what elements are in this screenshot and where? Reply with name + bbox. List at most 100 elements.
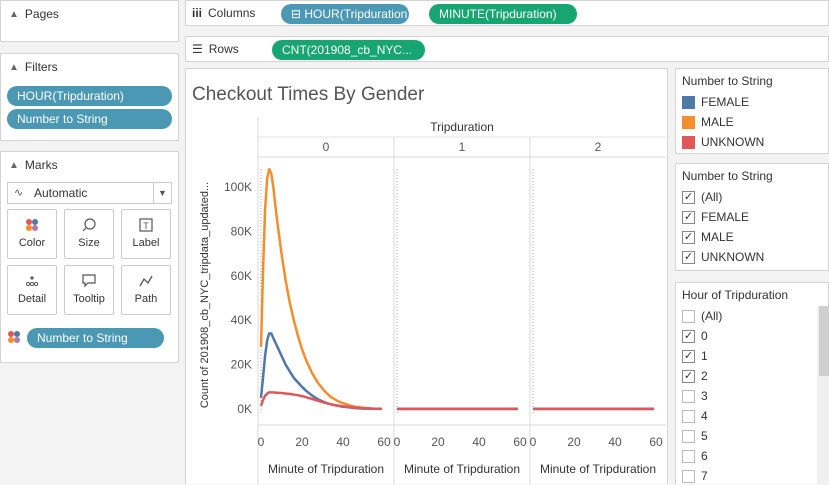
checkbox[interactable] bbox=[682, 309, 695, 323]
filter-option-label: 6 bbox=[701, 449, 708, 463]
filter-option-label: 5 bbox=[701, 429, 708, 443]
filter-option[interactable]: ✓ 2 bbox=[676, 366, 828, 386]
checkbox[interactable]: ✓ bbox=[682, 329, 695, 343]
checkbox[interactable]: ✓ bbox=[682, 230, 695, 244]
size-label: Size bbox=[78, 237, 100, 249]
checkbox[interactable] bbox=[682, 409, 695, 423]
checkbox[interactable]: ✓ bbox=[682, 190, 695, 204]
rows-icon: ☰ bbox=[192, 42, 203, 56]
column-header: Tripduration bbox=[430, 120, 494, 134]
filter-option-label: 0 bbox=[701, 329, 708, 343]
chevron-up-icon[interactable]: ▲ bbox=[9, 61, 19, 73]
size-icon bbox=[65, 218, 113, 234]
filters-header[interactable]: ▲ Filters bbox=[1, 54, 178, 80]
panel-header: 2 bbox=[595, 140, 602, 154]
hour-filter-list: (All) ✓ 0 ✓ 1 ✓ 2 3 4 5 6 7 bbox=[676, 306, 828, 484]
chevron-up-icon[interactable]: ▲ bbox=[9, 159, 19, 171]
checkbox[interactable] bbox=[682, 389, 695, 403]
checkbox[interactable]: ✓ bbox=[682, 210, 695, 224]
filter-option[interactable]: 7 bbox=[676, 466, 828, 484]
pages-header[interactable]: ▲ Pages bbox=[1, 1, 178, 27]
columns-pill-hour[interactable]: ⊟ HOUR(Tripduration) bbox=[281, 4, 411, 24]
y-tick-label: 0K bbox=[237, 402, 252, 416]
checkbox[interactable]: ✓ bbox=[682, 250, 695, 264]
gender-filter-card: Number to String ✓ (All) ✓ FEMALE ✓ MALE ✓ UNKN… bbox=[675, 163, 829, 271]
legend-title: Number to String bbox=[682, 74, 773, 88]
legend-item[interactable]: FEMALE bbox=[676, 92, 828, 112]
legend-swatch bbox=[682, 135, 695, 149]
checkbox[interactable] bbox=[682, 449, 695, 463]
chevron-down-icon[interactable]: ▼ bbox=[153, 183, 171, 203]
tooltip-label: Tooltip bbox=[73, 293, 105, 305]
pages-title: Pages bbox=[24, 7, 59, 21]
columns-label: iii Columns bbox=[192, 6, 256, 20]
hour-filter-card: Hour of Tripduration (All) ✓ 0 ✓ 1 ✓ 2 3 4 5 6 7 bbox=[675, 282, 829, 484]
rows-pill-count[interactable]: CNT(201908_cb_NYC... bbox=[272, 40, 425, 60]
size-button[interactable]: Size bbox=[64, 209, 114, 259]
path-button[interactable]: Path bbox=[121, 265, 171, 315]
filter-option[interactable]: ✓ FEMALE bbox=[676, 207, 828, 227]
rows-label: ☰ Rows bbox=[192, 42, 239, 56]
label-button[interactable]: T Label bbox=[121, 209, 171, 259]
x-tick-label: 60 bbox=[513, 435, 527, 449]
scrollbar-thumb[interactable] bbox=[819, 306, 829, 376]
x-tick-label: 40 bbox=[336, 435, 350, 449]
label-icon: T bbox=[122, 218, 170, 234]
legend-swatch bbox=[682, 95, 695, 109]
filter-option[interactable]: 5 bbox=[676, 426, 828, 446]
filter-option[interactable]: ✓ UNKNOWN bbox=[676, 247, 828, 267]
color-button[interactable]: Color bbox=[7, 209, 57, 259]
y-tick-label: 20K bbox=[231, 358, 252, 372]
filter-option[interactable]: ✓ (All) bbox=[676, 187, 828, 207]
detail-icon bbox=[8, 274, 56, 290]
tooltip-button[interactable]: Tooltip bbox=[64, 265, 114, 315]
checkbox[interactable] bbox=[682, 469, 695, 483]
x-axis-label: Minute of Tripduration bbox=[404, 462, 520, 476]
detail-button[interactable]: Detail bbox=[7, 265, 57, 315]
y-axis-label: Count of 201908_cb_NYC_tripdata_updated.… bbox=[199, 182, 211, 408]
filter-option[interactable]: (All) bbox=[676, 306, 828, 326]
gender-filter-title: Number to String bbox=[682, 169, 773, 183]
filter-option-label: 1 bbox=[701, 349, 708, 363]
panel-header: 1 bbox=[459, 140, 466, 154]
filter-option[interactable]: ✓ 1 bbox=[676, 346, 828, 366]
filter-pill-hour[interactable]: HOUR(Tripduration) bbox=[7, 86, 172, 106]
mark-type-select[interactable]: ∿ Automatic ▼ bbox=[7, 182, 172, 204]
filter-pill-gender[interactable]: Number to String bbox=[7, 109, 172, 129]
filter-option-label: 2 bbox=[701, 369, 708, 383]
legend-label: UNKNOWN bbox=[701, 135, 765, 149]
legend-item[interactable]: MALE bbox=[676, 112, 828, 132]
columns-pill-minute[interactable]: MINUTE(Tripduration) bbox=[429, 4, 577, 24]
series-line-unknown bbox=[259, 391, 382, 411]
filter-option[interactable]: 6 bbox=[676, 446, 828, 466]
legend-list: FEMALE MALE UNKNOWN bbox=[676, 92, 828, 152]
legend-swatch bbox=[682, 115, 695, 129]
marks-card: ▲ Marks ∿ Automatic ▼ Color Size T Label… bbox=[0, 151, 179, 363]
filters-title: Filters bbox=[24, 60, 58, 74]
filter-option[interactable]: 4 bbox=[676, 406, 828, 426]
filter-option-label: FEMALE bbox=[701, 210, 750, 224]
chevron-up-icon[interactable]: ▲ bbox=[9, 8, 19, 20]
filter-option[interactable]: 3 bbox=[676, 386, 828, 406]
filter-option[interactable]: ✓ 0 bbox=[676, 326, 828, 346]
tooltip-icon bbox=[65, 274, 113, 290]
filter-option[interactable]: ✓ MALE bbox=[676, 227, 828, 247]
x-tick-label: 60 bbox=[649, 435, 663, 449]
marks-header[interactable]: ▲ Marks bbox=[1, 152, 178, 178]
checkbox[interactable] bbox=[682, 429, 695, 443]
filters-card: ▲ Filters HOUR(Tripduration) Number to S… bbox=[0, 53, 179, 141]
checkbox[interactable]: ✓ bbox=[682, 349, 695, 363]
hour-filter-scrollbar[interactable] bbox=[817, 306, 829, 484]
color-mark-icon bbox=[7, 330, 21, 347]
color-icon bbox=[8, 218, 56, 234]
x-tick-label: 0 bbox=[530, 435, 537, 449]
hour-filter-title: Hour of Tripduration bbox=[682, 288, 789, 302]
filter-option-label: 3 bbox=[701, 389, 708, 403]
color-field-pill[interactable]: Number to String bbox=[27, 328, 164, 348]
x-tick-label: 20 bbox=[431, 435, 445, 449]
marks-title: Marks bbox=[24, 158, 58, 172]
legend-item[interactable]: UNKNOWN bbox=[676, 132, 828, 152]
checkbox[interactable]: ✓ bbox=[682, 369, 695, 383]
svg-text:T: T bbox=[143, 221, 149, 231]
